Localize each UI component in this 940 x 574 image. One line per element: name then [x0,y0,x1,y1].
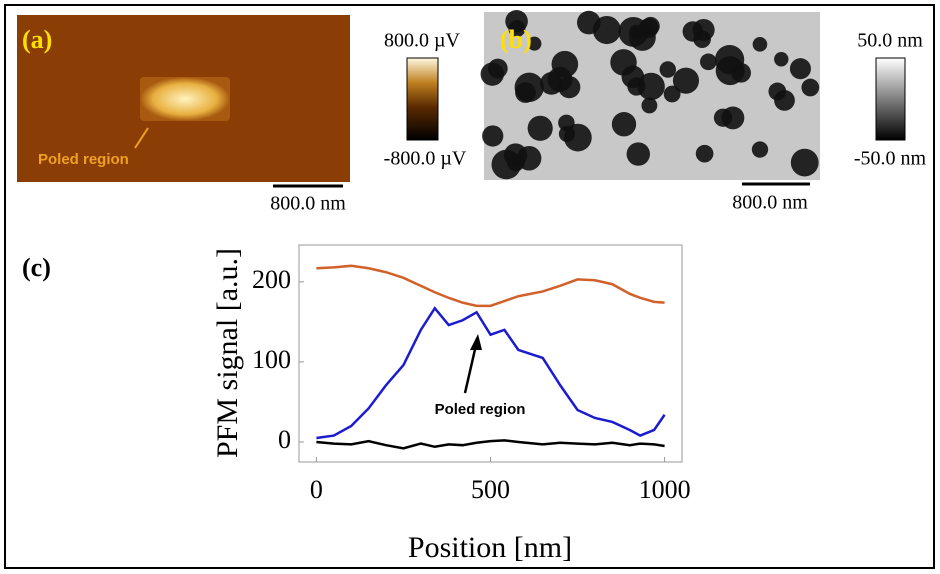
arrow [465,345,476,393]
y-tick-label: 200 [252,265,291,294]
domain-spot [517,146,542,171]
domain-spot [552,51,579,78]
domain-spot [801,79,819,97]
domain-spot [753,37,768,52]
domain-spot [482,125,503,146]
domain-spot [790,58,811,79]
arrow-head [470,334,482,350]
y-tick-label: 0 [278,425,291,454]
x-tick-label: 0 [310,475,323,504]
figure: (a) Poled region 800.0 nm 800.0 µV -800.… [0,0,940,574]
domain-spot [612,112,636,136]
domain-spot [639,18,659,38]
domain-spot [774,90,795,111]
x-tick-label: 500 [471,475,510,504]
y-tick-label: 100 [252,345,291,374]
domain-spot [791,149,819,177]
annotation: Poled region [435,401,526,418]
colorbar [876,58,905,140]
scale-bar-label: 800.0 nm [270,193,346,215]
domain-spot [696,145,714,163]
scale-bar-label: 800.0 nm [732,192,808,214]
domain-spot [700,53,717,70]
colorbar-max: 50.0 nm [857,30,923,52]
series-line [316,266,664,306]
y-axis-label: PFM signal [a.u.] [211,248,244,458]
domain-spot [716,56,745,85]
annotation: Poled region [38,151,129,168]
series-line [316,308,664,438]
colorbar-max: 800.0 µV [384,30,461,52]
domain-spot [714,109,732,127]
panel-label: (a) [22,25,52,54]
domain-spot [481,62,504,85]
domain-spot [660,61,676,77]
domain-spot [528,116,553,141]
colorbar-min: -50.0 nm [854,148,927,170]
panel-label: (b) [500,25,532,54]
domain-spot [774,52,788,66]
domain-spot [752,141,768,157]
domain-spot [515,82,536,103]
domain-spot [564,124,592,152]
domain-spot [577,11,601,35]
colorbar [407,58,438,140]
x-axis-label: Position [nm] [408,531,572,564]
series-line [316,440,664,448]
x-tick-label: 1000 [639,475,691,504]
domain-spot [673,68,699,94]
colorbar-min: -800.0 µV [384,148,467,170]
domain-spot [622,66,645,89]
poled-area [140,77,230,121]
axes-box [299,245,682,462]
domain-spot [627,142,650,165]
panel-label: (c) [22,253,51,282]
domain-spot [683,21,703,41]
